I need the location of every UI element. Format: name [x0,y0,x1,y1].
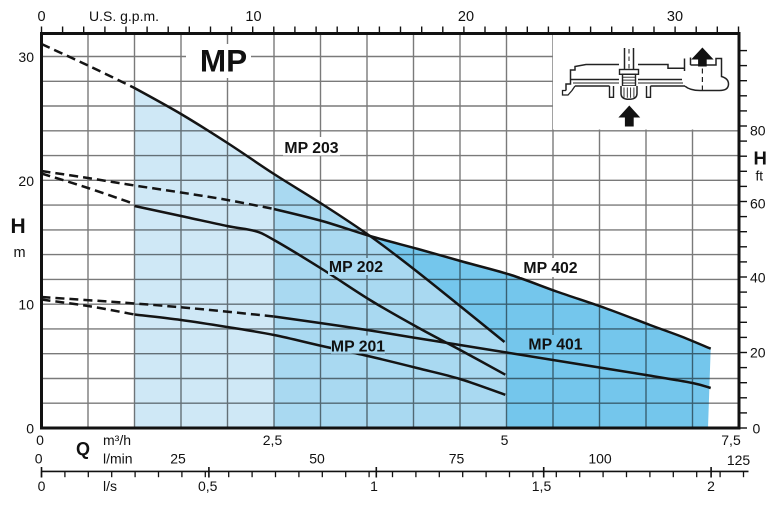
svg-text:H: H [754,148,767,169]
svg-text:7,5: 7,5 [721,432,741,448]
svg-text:0: 0 [35,451,43,467]
svg-text:H: H [11,215,26,238]
svg-text:50: 50 [309,451,325,467]
svg-text:MP: MP [200,42,247,78]
svg-text:MP 402: MP 402 [523,260,577,277]
svg-text:MP 401: MP 401 [528,336,582,353]
svg-text:ft: ft [756,169,764,184]
svg-text:0: 0 [753,421,761,437]
svg-text:m³/h: m³/h [103,432,131,448]
svg-text:MP 203: MP 203 [284,140,338,157]
svg-text:m: m [14,245,26,261]
svg-text:U.S. g.p.m.: U.S. g.p.m. [89,8,159,24]
svg-text:80: 80 [750,123,766,139]
svg-text:Q: Q [76,439,90,459]
svg-text:0: 0 [26,421,34,437]
svg-text:0: 0 [38,478,46,494]
svg-text:0: 0 [36,432,44,448]
svg-text:75: 75 [449,451,465,467]
svg-text:10: 10 [245,9,261,25]
svg-text:l/s: l/s [103,478,117,494]
svg-text:20: 20 [750,345,766,361]
svg-text:1,5: 1,5 [532,478,552,494]
svg-text:5: 5 [501,432,509,448]
svg-text:20: 20 [18,173,34,189]
svg-text:l/min: l/min [103,451,133,467]
svg-text:40: 40 [750,270,766,286]
svg-text:20: 20 [458,9,474,25]
svg-text:2: 2 [707,478,715,494]
svg-text:1: 1 [370,478,378,494]
svg-text:30: 30 [18,49,34,65]
svg-text:30: 30 [667,9,683,25]
svg-text:10: 10 [18,297,34,313]
svg-text:0: 0 [37,9,45,25]
svg-text:0,5: 0,5 [198,478,218,494]
svg-text:MP 202: MP 202 [329,259,383,276]
svg-text:125: 125 [727,452,751,468]
svg-text:100: 100 [588,451,612,467]
svg-text:25: 25 [170,451,186,467]
svg-text:60: 60 [750,196,766,212]
svg-text:MP 201: MP 201 [331,338,385,355]
svg-text:2,5: 2,5 [263,432,283,448]
